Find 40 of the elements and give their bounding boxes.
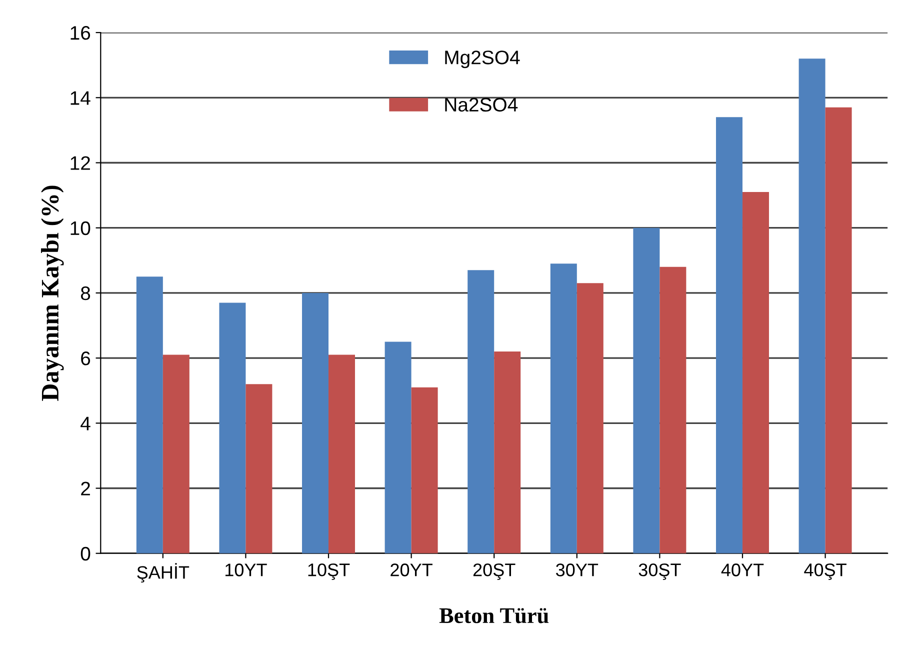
y-tick-label: 4 — [80, 416, 90, 430]
bar — [742, 192, 769, 554]
y-tick-label: 16 — [70, 26, 90, 40]
y-tick-label: 6 — [81, 352, 90, 366]
bar — [468, 270, 494, 554]
bar — [136, 276, 163, 554]
y-axis-title: Dayanım Kaybı (%) — [41, 186, 64, 401]
x-tick-label: 10YT — [226, 564, 267, 576]
x-tick-label: 40YT — [721, 564, 764, 576]
y-tick-label: 8 — [80, 286, 90, 300]
legend-label: Mg2SO4 — [445, 50, 520, 68]
x-tick-label: 30YT — [556, 564, 598, 576]
y-tick-label: 12 — [70, 156, 90, 170]
y-tick-label: 10 — [70, 221, 90, 236]
bar — [384, 342, 412, 554]
bar — [798, 58, 826, 554]
bar — [246, 384, 272, 554]
bar — [716, 117, 742, 554]
bar — [550, 264, 577, 554]
bar — [162, 354, 190, 554]
x-tick-label: ŞAHİT — [137, 563, 190, 583]
bar — [302, 292, 329, 554]
bar — [328, 354, 355, 554]
x-axis-title: Beton Türü — [439, 608, 549, 624]
bar — [411, 387, 438, 554]
y-tick-label: 14 — [70, 91, 90, 105]
x-tick-label: 20ŞT — [473, 563, 516, 580]
x-tick-label: 20YT — [390, 564, 432, 576]
bar — [219, 302, 246, 554]
x-tick-label: 30ŞT — [638, 563, 681, 580]
bar — [494, 352, 521, 554]
bar — [660, 266, 686, 554]
legend-label: Na2SO4 — [445, 98, 518, 112]
y-tick-label: 2 — [81, 482, 90, 496]
bar — [633, 228, 660, 554]
bar — [825, 107, 852, 554]
x-tick-label: 40ŞT — [804, 563, 846, 580]
bar — [576, 283, 604, 554]
y-tick-label: 0 — [80, 546, 90, 561]
x-tick-label: 10ŞT — [308, 563, 350, 580]
